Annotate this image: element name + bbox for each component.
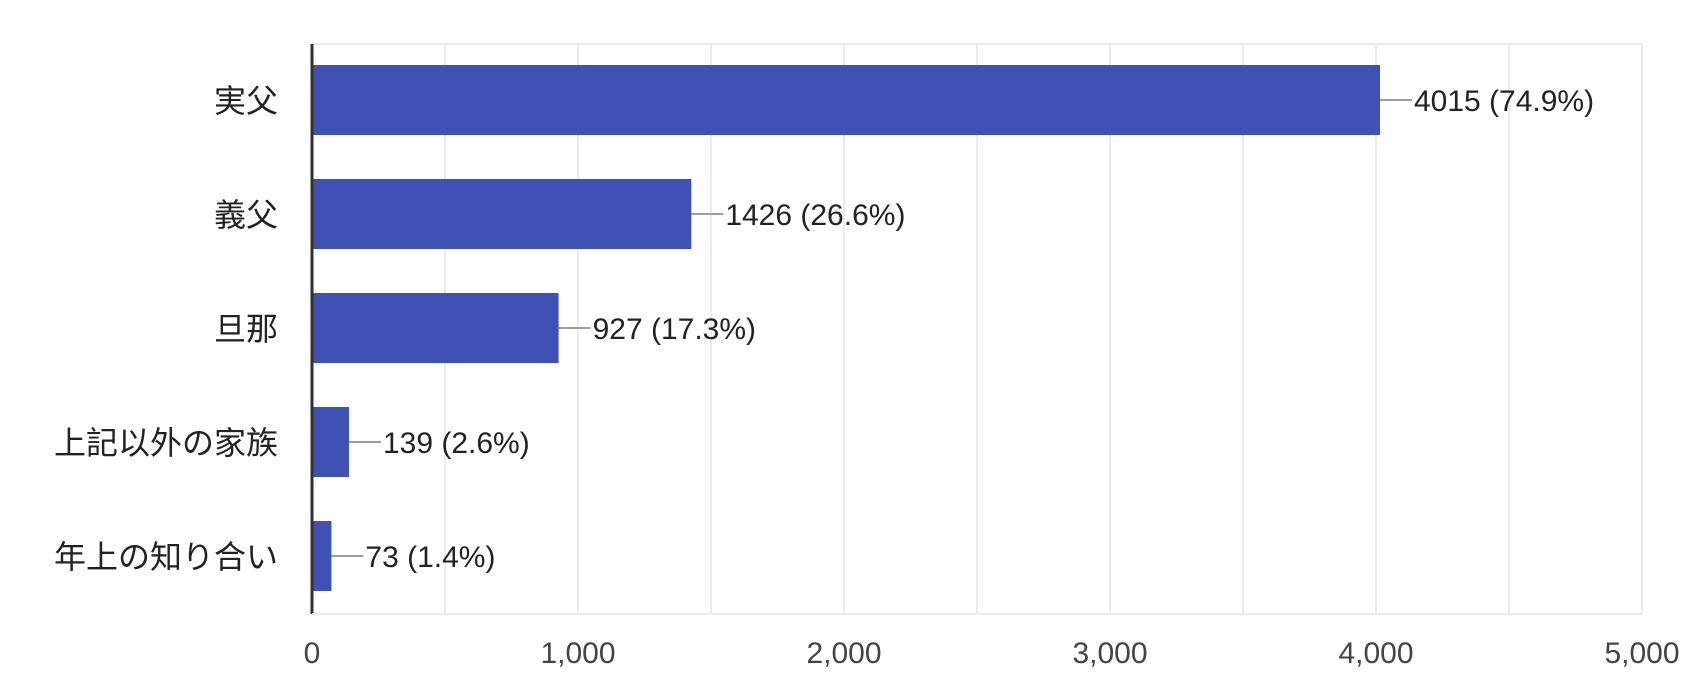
- x-tick-label-2000: 2,000: [806, 637, 881, 670]
- category-label-3: 旦那: [214, 310, 278, 348]
- data-label-5: 73 (1.4%): [365, 541, 495, 574]
- bar-5: [312, 521, 332, 591]
- x-tick-label-0: 0: [304, 637, 321, 670]
- category-label-1: 実父: [214, 82, 278, 120]
- x-tick-label-3000: 3,000: [1072, 637, 1147, 670]
- grid-lines: [312, 43, 1643, 614]
- category-label-4: 上記以外の家族: [54, 424, 278, 462]
- x-tick-label-5000: 5,000: [1604, 637, 1679, 670]
- x-tick-label-4000: 4,000: [1338, 637, 1413, 670]
- labels: 4015 (74.9%) 実父 1426 (26.6%) 義父 927 (17.3%) 旦…: [54, 82, 1594, 576]
- category-label-2: 義父: [214, 196, 278, 234]
- data-label-4: 139 (2.6%): [383, 427, 530, 460]
- data-label-1: 4015 (74.9%): [1414, 85, 1594, 118]
- bar-3: [312, 293, 559, 363]
- data-label-2: 1426 (26.6%): [725, 199, 905, 232]
- bar-4: [312, 407, 349, 477]
- bars: [312, 65, 1412, 591]
- bar-2: [312, 179, 692, 249]
- data-label-3: 927 (17.3%): [593, 313, 756, 346]
- x-tick-label-1000: 1,000: [540, 637, 615, 670]
- axes: 0 1,000 2,000 3,000 4,000 5,000: [304, 44, 1680, 670]
- category-label-5: 年上の知り合い: [54, 538, 278, 576]
- bar-1: [312, 65, 1380, 135]
